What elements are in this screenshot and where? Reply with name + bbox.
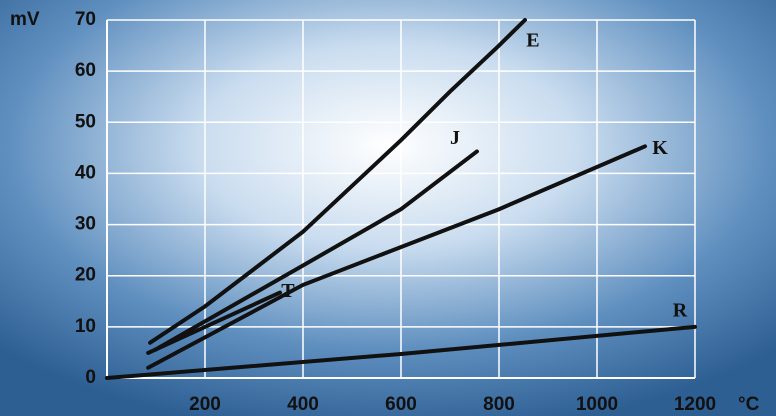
series-label: E — [526, 30, 539, 52]
x-tick-label: 200 — [189, 394, 221, 415]
x-tick-label: 1200 — [674, 394, 716, 415]
series-label: K — [652, 137, 668, 159]
x-tick-label: 800 — [483, 394, 515, 415]
y-tick-label: 60 — [75, 60, 96, 81]
chart: EJTKR mV °C 0102030405060702004006008001… — [0, 0, 776, 416]
y-tick-label: 20 — [75, 265, 96, 286]
x-tick-label: 400 — [287, 394, 319, 415]
y-tick-label: 10 — [75, 316, 96, 337]
y-tick-label: 30 — [75, 214, 96, 235]
y-tick-label: 70 — [75, 9, 96, 30]
y-tick-label: 0 — [85, 367, 96, 388]
series-label: J — [450, 127, 460, 149]
series-label: R — [673, 299, 688, 321]
y-tick-label: 40 — [75, 162, 96, 183]
y-tick-label: 50 — [75, 111, 96, 132]
y-axis-label: mV — [10, 9, 40, 30]
x-tick-label: 600 — [385, 394, 417, 415]
x-axis-label: °C — [738, 394, 760, 415]
x-tick-label: 1000 — [576, 394, 618, 415]
